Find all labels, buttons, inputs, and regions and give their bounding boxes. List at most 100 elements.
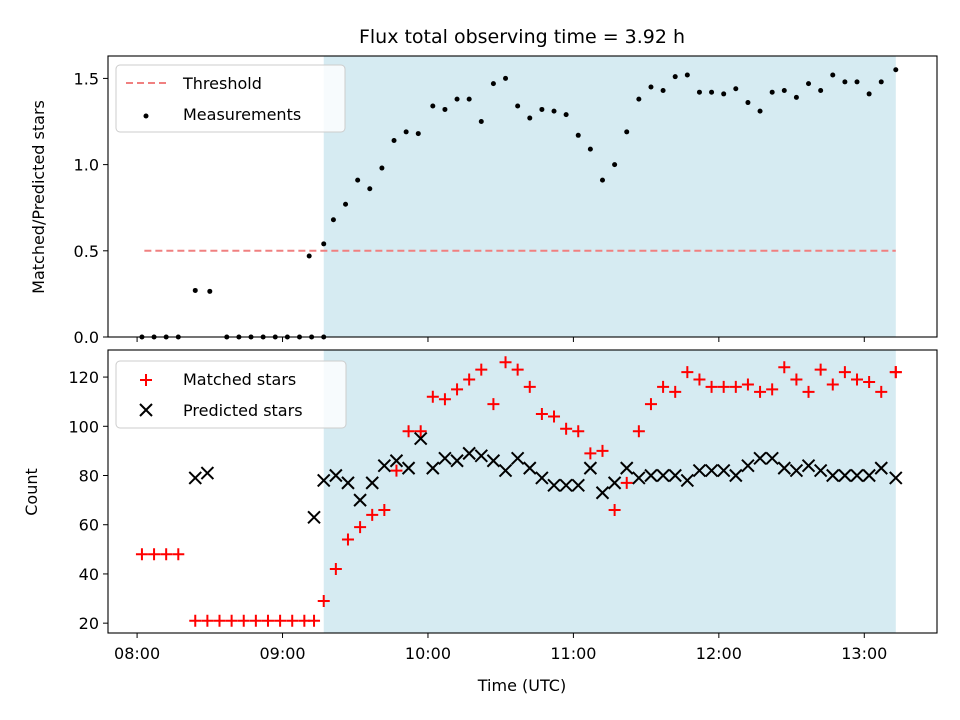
measurement-point xyxy=(430,103,436,109)
predicted-star-point xyxy=(668,468,682,483)
measurement-point xyxy=(403,129,409,135)
predicted-star-point xyxy=(889,471,903,485)
matched-star-point xyxy=(838,366,851,379)
measurement-point xyxy=(769,89,775,95)
matched-star-point xyxy=(644,398,657,411)
measurement-point xyxy=(806,81,812,87)
predicted-star-point xyxy=(692,463,707,478)
measurement-point xyxy=(478,119,484,125)
bottom-y-tick-label: 100 xyxy=(68,417,99,436)
predicted-star-point xyxy=(389,454,404,468)
matched-star-point xyxy=(249,614,262,627)
top-highlight-span xyxy=(323,56,896,337)
predicted-star-point xyxy=(813,463,828,478)
measurement-point xyxy=(830,72,836,78)
predicted-star-point xyxy=(510,451,525,465)
matched-star-point xyxy=(286,614,299,627)
matched-star-point xyxy=(778,361,791,374)
legend-measurements-swatch xyxy=(143,113,149,119)
predicted-star-point xyxy=(498,463,513,478)
top-y-tick-label: 0.0 xyxy=(74,328,99,347)
measurement-point xyxy=(391,137,397,143)
measurement-point xyxy=(192,287,198,293)
predicted-star-point xyxy=(486,454,501,468)
matched-star-point xyxy=(237,614,250,627)
measurement-point xyxy=(490,81,496,87)
predicted-star-point xyxy=(777,461,791,475)
predicted-star-point xyxy=(862,468,876,483)
measurement-point xyxy=(854,79,860,85)
predicted-star-point xyxy=(474,449,488,463)
matched-star-point xyxy=(741,378,754,391)
matched-star-point xyxy=(366,508,379,521)
bottom-highlight-span xyxy=(323,350,896,633)
top-legend: Threshold Measurements xyxy=(115,64,346,133)
matched-star-point xyxy=(851,373,864,386)
matched-star-point xyxy=(329,563,342,576)
measurement-point xyxy=(684,72,690,78)
matched-star-point xyxy=(390,464,403,477)
measurement-point xyxy=(527,115,533,121)
measurement-point xyxy=(866,91,872,97)
legend-predicted-swatch xyxy=(139,403,153,417)
bottom-y-tick-label: 80 xyxy=(79,467,99,486)
predicted-star-point xyxy=(741,458,755,473)
matched-star-point xyxy=(790,373,803,386)
predicted-star-point xyxy=(607,476,622,490)
predicted-star-point xyxy=(632,471,646,485)
predicted-star-point xyxy=(535,471,549,485)
matched-star-point xyxy=(201,614,214,627)
measurement-point xyxy=(587,146,593,152)
predicted-star-point xyxy=(801,458,816,473)
matched-star-point xyxy=(148,548,161,561)
legend-predicted-label: Predicted stars xyxy=(183,401,303,420)
matched-star-point xyxy=(705,380,718,393)
matched-star-point xyxy=(317,595,330,608)
top-y-tick-label: 1.0 xyxy=(74,156,99,175)
measurement-point xyxy=(466,96,472,102)
matched-star-point xyxy=(341,533,354,546)
predicted-star-point xyxy=(341,476,355,490)
measurement-point xyxy=(599,177,605,183)
matched-star-point xyxy=(657,380,670,393)
predicted-star-point xyxy=(838,468,852,483)
predicted-star-point xyxy=(462,446,476,461)
predicted-star-point xyxy=(583,461,598,475)
matched-star-point xyxy=(463,373,476,386)
measurement-point xyxy=(515,103,521,109)
predicted-star-point xyxy=(680,473,695,488)
measurement-point xyxy=(648,84,654,90)
measurement-point xyxy=(733,86,739,92)
matched-star-point xyxy=(261,614,274,627)
matched-star-point xyxy=(475,363,488,376)
predicted-star-point xyxy=(317,473,331,488)
measurement-point xyxy=(563,112,569,118)
bottom-x-tick-label: 10:00 xyxy=(405,644,451,663)
chart-title: Flux total observing time = 3.92 h xyxy=(359,26,685,48)
predicted-star-point xyxy=(547,478,561,493)
matched-star-point xyxy=(511,363,524,376)
legend-matched-label: Matched stars xyxy=(183,370,296,389)
predicted-star-point xyxy=(656,468,670,483)
measurement-point xyxy=(878,79,884,85)
predicted-star-point xyxy=(571,478,585,493)
measurement-point xyxy=(415,131,421,137)
bottom-legend: Matched stars Predicted stars xyxy=(115,360,347,429)
predicted-star-point xyxy=(200,466,215,480)
predicted-star-point xyxy=(753,451,767,465)
measurement-point xyxy=(330,217,336,223)
matched-star-point xyxy=(354,521,367,534)
bottom-y-tick-label: 40 xyxy=(79,565,99,584)
x-axis-label: Time (UTC) xyxy=(477,676,566,695)
top-y-tick-label: 1.5 xyxy=(74,69,99,88)
predicted-star-point xyxy=(716,463,731,478)
matched-star-point xyxy=(548,410,561,423)
matched-star-point xyxy=(717,380,730,393)
bottom-y-tick-label: 60 xyxy=(79,516,99,535)
top-y-axis-label: Matched/Predicted stars xyxy=(29,100,48,294)
matched-star-point xyxy=(889,366,902,379)
predicted-star-point xyxy=(850,468,864,483)
predicted-star-point xyxy=(377,458,392,473)
measurement-point xyxy=(636,96,642,102)
